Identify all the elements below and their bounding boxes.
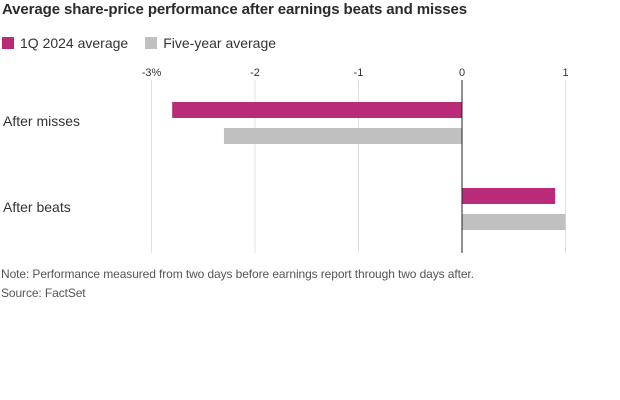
legend: 1Q 2024 average Five-year average [2, 35, 293, 51]
bar [172, 102, 462, 118]
chart-source: Source: FactSet [1, 286, 86, 300]
legend-label-1q-2024: 1Q 2024 average [20, 35, 129, 51]
legend-swatch-1q-2024 [2, 37, 14, 49]
x-tick-label: -3% [142, 67, 162, 79]
bar [462, 188, 556, 204]
legend-item-five-year: Five-year average [145, 35, 276, 51]
x-tick-label: -1 [354, 67, 364, 79]
chart-note: Note: Performance measured from two days… [1, 267, 474, 281]
chart-title: Average share-price performance after ea… [2, 1, 468, 18]
x-tick-label: -2 [250, 67, 260, 79]
category-label: After misses [3, 113, 80, 129]
bar [223, 128, 462, 144]
x-tick-label: 0 [459, 67, 465, 79]
x-tick-label: 1 [562, 67, 568, 79]
legend-label-five-year: Five-year average [163, 35, 277, 51]
category-label: After beats [3, 199, 71, 215]
bar [462, 214, 566, 230]
legend-item-1q-2024: 1Q 2024 average [2, 35, 128, 51]
legend-swatch-five-year [145, 37, 158, 49]
